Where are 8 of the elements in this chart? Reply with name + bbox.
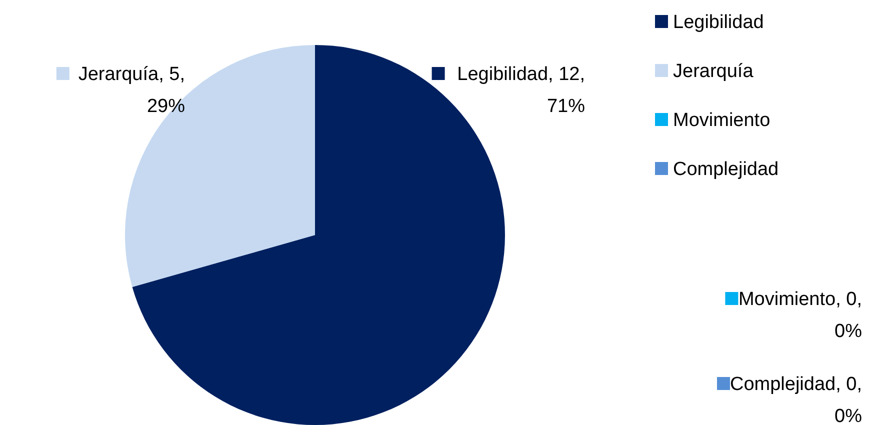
data-label: Legibilidad, 12, 71% — [457, 64, 586, 117]
legend-label: Complejidad — [673, 159, 779, 180]
text: Movimiento, 0, 0% — [738, 289, 862, 342]
data-label: Jerarquía, 5, 29% — [78, 64, 186, 117]
text: Complejidad, 0, 0% — [730, 374, 862, 425]
legend-label: Jerarquía — [673, 61, 754, 82]
legend-label: Movimiento — [673, 110, 770, 131]
legend-label: Legibilidad — [673, 12, 764, 33]
